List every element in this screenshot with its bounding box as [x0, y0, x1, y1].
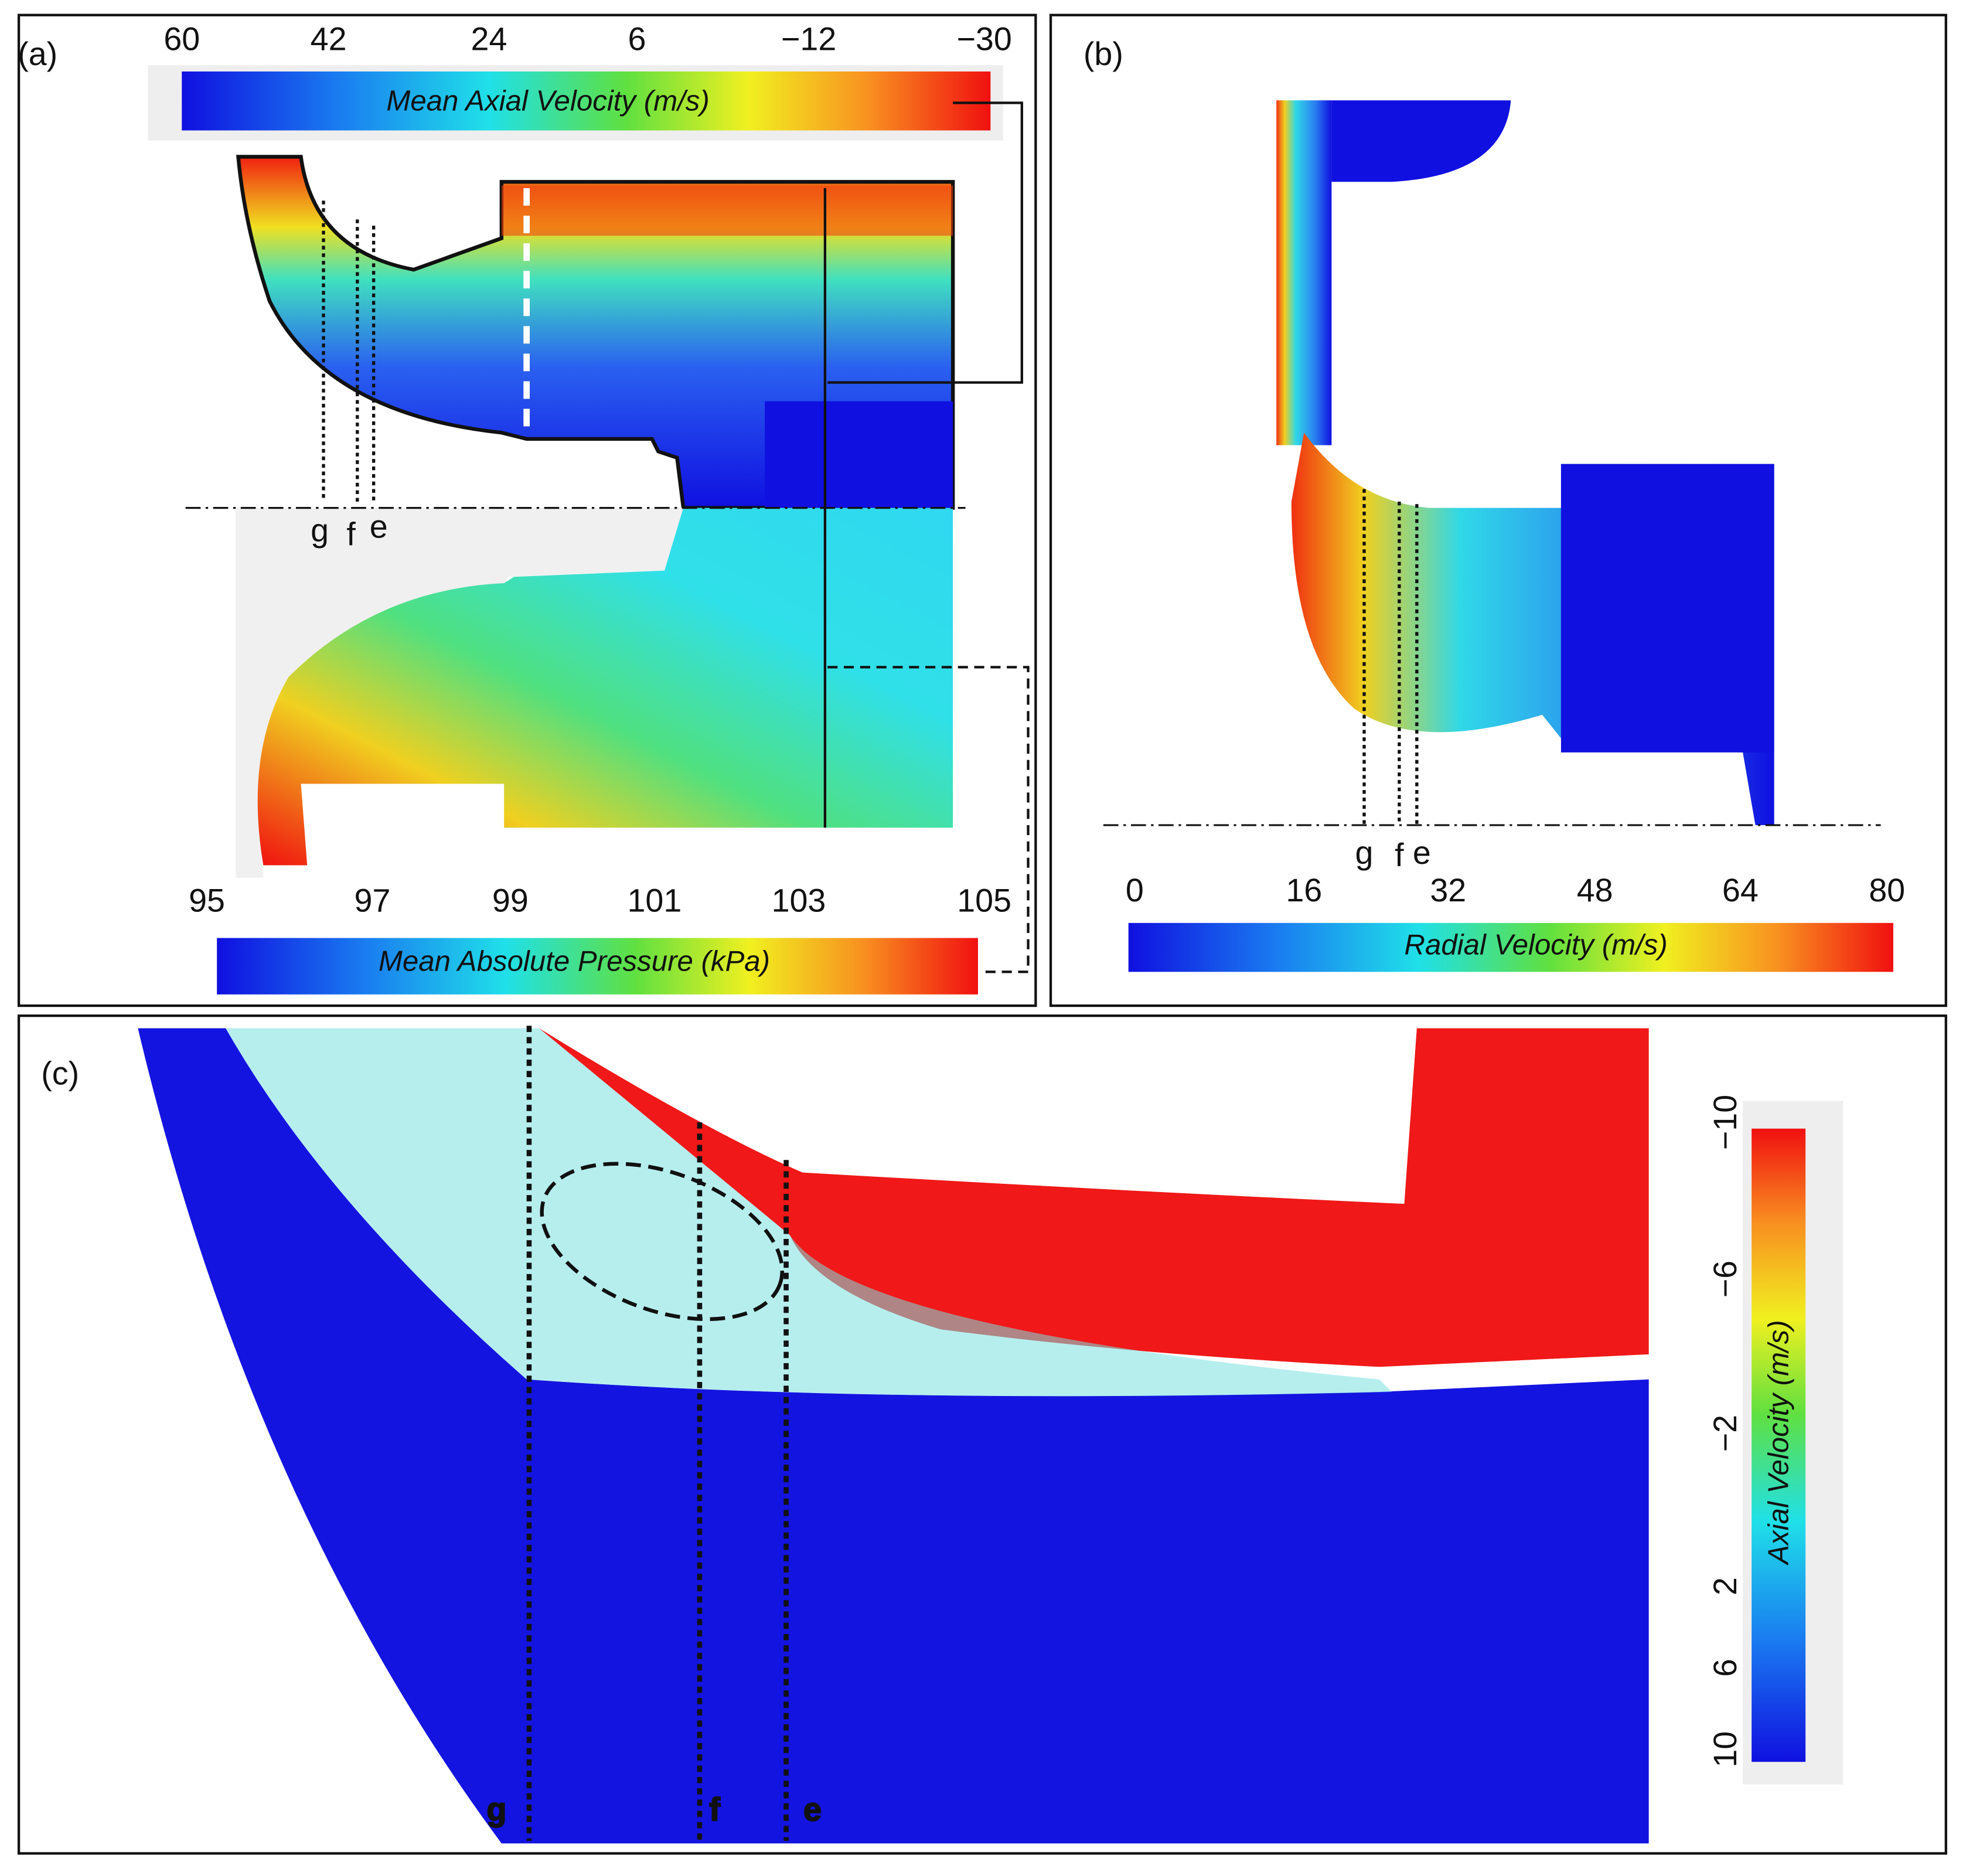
void	[236, 508, 684, 878]
section-label: e	[1413, 835, 1431, 871]
panel-label: (b)	[1083, 36, 1123, 72]
colorbar-tick-label: −12	[781, 21, 836, 57]
colorbar-tick-label: 42	[311, 21, 347, 57]
vector-field-mixed	[226, 1028, 1392, 1397]
colorbar-tick-label: 6	[628, 21, 646, 57]
vector-field-blue	[138, 1028, 1649, 1844]
colorbar	[1128, 922, 1893, 972]
panel-frame	[17, 1014, 1947, 1855]
contour-radial	[1276, 100, 1332, 445]
colorbar-tick-label: 6	[1707, 1659, 1743, 1677]
colorbar-tick-label: 10	[1707, 1731, 1743, 1768]
highlight-ellipse	[540, 1162, 785, 1322]
panel-label: (c)	[41, 1056, 79, 1092]
section-label: g	[311, 512, 329, 549]
colorbar-title: Mean Absolute Pressure (kPa)	[379, 945, 770, 977]
colorbar-tick-label: −6	[1707, 1261, 1743, 1298]
colorbar-tick-label: 48	[1577, 872, 1613, 908]
section-label: f	[709, 1792, 720, 1828]
colorbar-tick-label: 64	[1722, 872, 1759, 908]
contour-radial	[1331, 100, 1511, 182]
colorbar-tick-label: −30	[956, 21, 1011, 57]
panel-label: (a)	[18, 36, 57, 72]
section-label: g	[1355, 835, 1373, 871]
colorbar-title: Axial Velocity (m/s)	[1762, 1320, 1794, 1565]
colorbar-title: Radial Velocity (m/s)	[1404, 928, 1667, 961]
colorbar	[182, 71, 991, 131]
contour-band	[501, 185, 953, 236]
vector-field-red	[539, 1028, 1649, 1367]
colorbar-title: Mean Axial Velocity (m/s)	[386, 84, 709, 117]
colorbar-tick-label: 0	[1126, 872, 1144, 908]
colorbar-tick-label: −2	[1707, 1415, 1743, 1452]
contour-band	[1560, 464, 1774, 753]
section-label: e	[370, 509, 388, 545]
contour-band	[765, 401, 953, 508]
colorbar-tick-label: 101	[628, 882, 682, 918]
section-label: e	[803, 1792, 822, 1828]
panel-frame	[17, 13, 1037, 1007]
section-label: f	[1395, 837, 1404, 873]
colorbar-tick-label: 105	[957, 882, 1011, 918]
colorbar-tick-label: 99	[492, 882, 529, 918]
colorbar-tick-label: 80	[1869, 872, 1905, 908]
colorbar-tick-label: 60	[163, 21, 200, 57]
colorbar-tick-label: 16	[1286, 872, 1322, 908]
contour-pressure	[257, 508, 953, 866]
section-label: g	[486, 1792, 506, 1828]
colorbar-tick-label: 2	[1707, 1577, 1743, 1595]
colorbar-tick-label: 95	[189, 882, 225, 918]
colorbar-tick-label: 32	[1430, 872, 1466, 908]
colorbar	[217, 938, 978, 995]
panel-frame	[1049, 13, 1947, 1007]
colorbar-tick-label: 24	[471, 21, 507, 57]
section-label: f	[346, 516, 356, 552]
colorbar-tick-label: 103	[772, 882, 826, 918]
connector	[827, 101, 1023, 384]
connector	[827, 666, 1030, 973]
colorbar	[1752, 1128, 1806, 1762]
colorbar-tick-label: 97	[355, 882, 391, 918]
colorbar-tick-label: −10	[1707, 1095, 1743, 1150]
